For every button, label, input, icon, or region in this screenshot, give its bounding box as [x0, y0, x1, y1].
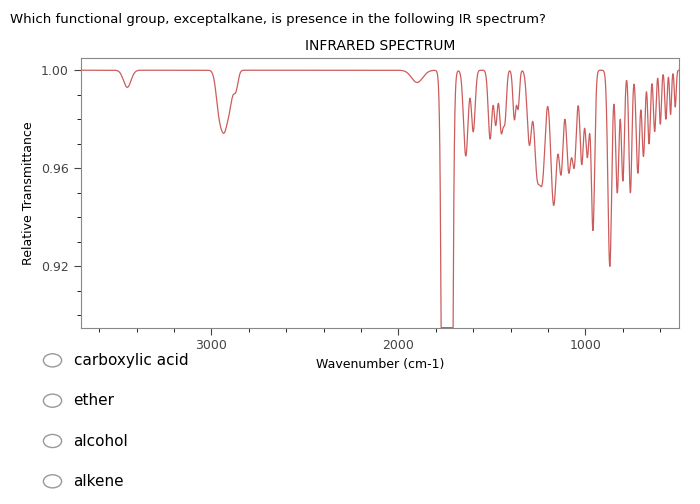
Text: alkene: alkene: [74, 474, 124, 489]
Text: Which functional group, exceptalkane, is presence in the following IR spectrum?: Which functional group, exceptalkane, is…: [10, 13, 547, 26]
Text: ether: ether: [74, 393, 115, 408]
Y-axis label: Relative Transmittance: Relative Transmittance: [22, 121, 35, 265]
X-axis label: Wavenumber (cm-1): Wavenumber (cm-1): [316, 358, 444, 371]
Text: alcohol: alcohol: [74, 433, 128, 449]
Text: carboxylic acid: carboxylic acid: [74, 353, 188, 368]
Title: INFRARED SPECTRUM: INFRARED SPECTRUM: [304, 39, 455, 52]
